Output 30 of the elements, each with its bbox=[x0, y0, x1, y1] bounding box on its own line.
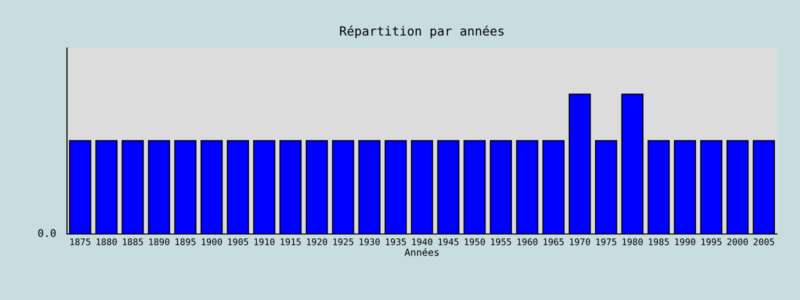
x-tick-label: 1995 bbox=[701, 238, 722, 246]
x-tick-label: 1885 bbox=[122, 238, 143, 246]
x-tick-label: 1900 bbox=[202, 238, 222, 246]
x-tick-label: 1935 bbox=[386, 238, 406, 246]
x-tick-label: 1920 bbox=[307, 238, 328, 246]
x-tick-label: 1895 bbox=[176, 238, 196, 246]
x-tick-label: 1975 bbox=[596, 238, 616, 246]
x-tick-label: 1910 bbox=[254, 238, 275, 246]
chart-title: Répartition par années bbox=[340, 26, 504, 38]
x-tick-label: 1965 bbox=[544, 238, 564, 246]
x-tick-label: 1930 bbox=[360, 238, 380, 246]
x-tick-label: 1925 bbox=[333, 238, 354, 246]
x-tick-label: 2005 bbox=[754, 238, 774, 246]
x-tick-label: 1955 bbox=[491, 238, 512, 246]
x-tick-label: 1985 bbox=[648, 238, 669, 246]
x-tick-label: 1960 bbox=[517, 238, 538, 246]
x-tick-label: 1905 bbox=[228, 238, 248, 246]
text: 0.0 bbox=[38, 229, 56, 238]
x-axis-title: Années bbox=[404, 248, 439, 256]
x-tick-label: 1945 bbox=[438, 238, 458, 246]
x-tick-label: 1940 bbox=[412, 238, 432, 246]
x-tick-label: 2000 bbox=[727, 238, 748, 246]
x-tick-label: 1990 bbox=[675, 238, 696, 246]
x-tick-label: 1890 bbox=[149, 238, 170, 246]
x-tick-label: 1880 bbox=[96, 238, 117, 246]
x-tick-label: 1950 bbox=[464, 238, 485, 246]
x-tick-label: 1915 bbox=[280, 238, 301, 246]
x-tick-label: 1980 bbox=[622, 238, 643, 246]
x-tick-label: 1875 bbox=[70, 238, 90, 246]
x-tick-label: 1970 bbox=[570, 238, 590, 246]
